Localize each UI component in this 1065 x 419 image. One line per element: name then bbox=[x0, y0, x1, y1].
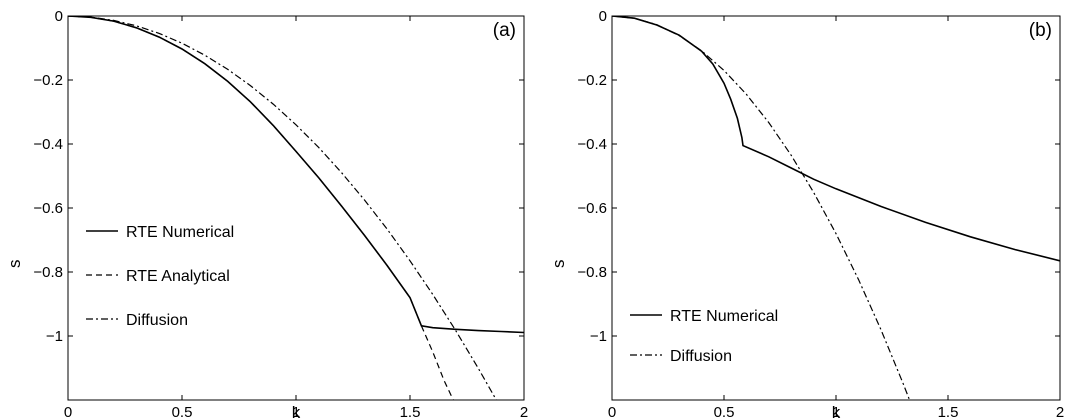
y-tick-label: −0.8 bbox=[577, 264, 607, 281]
panel-label: (b) bbox=[1029, 20, 1052, 41]
plot-frame bbox=[611, 15, 1061, 401]
y-tick-label: −0.6 bbox=[577, 200, 607, 217]
y-tick-label: −0.6 bbox=[33, 200, 63, 217]
y-tick-label: −1 bbox=[46, 328, 63, 345]
x-tick-label: 1.5 bbox=[400, 404, 421, 419]
y-tick-label: −0.2 bbox=[33, 72, 63, 89]
x-axis-label: k bbox=[292, 403, 301, 419]
y-tick-label: 0 bbox=[55, 8, 63, 25]
y-tick-label: −1 bbox=[590, 328, 607, 345]
y-axis-label: s bbox=[549, 260, 568, 269]
legend-label: RTE Analytical bbox=[126, 268, 230, 285]
x-tick-label: 2 bbox=[520, 404, 528, 419]
legend-label: RTE Numerical bbox=[670, 308, 778, 325]
legend-label: Diffusion bbox=[126, 312, 188, 329]
x-axis-label: k bbox=[832, 403, 841, 419]
y-tick-label: 0 bbox=[599, 8, 607, 25]
series-line-rte-analytical bbox=[68, 16, 454, 400]
x-tick-label: 1.5 bbox=[938, 404, 959, 419]
y-tick-label: −0.4 bbox=[33, 136, 63, 153]
x-tick-label: 1 bbox=[832, 404, 840, 419]
plot-frame bbox=[67, 15, 525, 401]
chart-panel-a: 0 0.5 1 1.5 2 0 −0.2 −0.4 −0.6 −0.8 −1 k s (a) RTE Num… bbox=[5, 8, 528, 419]
series-line-rte-numerical bbox=[612, 16, 1060, 262]
x-tick-label: 0.5 bbox=[714, 404, 735, 419]
legend-label: Diffusion bbox=[670, 348, 732, 365]
x-tick-label: 0 bbox=[64, 404, 72, 419]
y-tick-label: −0.4 bbox=[577, 136, 607, 153]
x-tick-label: 0 bbox=[608, 404, 616, 419]
series-line-rte-numerical bbox=[68, 16, 524, 334]
chart-panel-b: 0 0.5 1 1.5 2 0 −0.2 −0.4 −0.6 −0.8 −1 k s (b) RTE Num… bbox=[549, 8, 1064, 419]
x-tick-label: 2 bbox=[1056, 404, 1064, 419]
series-line-diffusion bbox=[68, 16, 498, 400]
x-tick-label: 0.5 bbox=[172, 404, 193, 419]
y-tick-label: −0.2 bbox=[577, 72, 607, 89]
series-line-diffusion bbox=[612, 16, 911, 400]
y-tick-label: −0.8 bbox=[33, 264, 63, 281]
x-tick-label: 1 bbox=[292, 404, 300, 419]
panel-label: (a) bbox=[493, 20, 516, 41]
y-axis-label: s bbox=[5, 260, 24, 269]
legend-label: RTE Numerical bbox=[126, 224, 234, 241]
